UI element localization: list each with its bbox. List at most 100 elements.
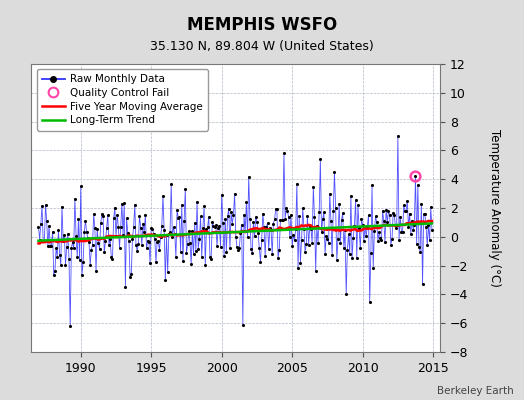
Point: [114, 224, 123, 231]
Point: [418, 281, 427, 288]
Point: [282, 204, 290, 211]
Point: [303, 213, 312, 220]
Point: [318, 229, 326, 235]
Point: [329, 208, 337, 214]
Point: [279, 217, 287, 223]
Point: [235, 245, 244, 251]
Point: [160, 227, 168, 233]
Point: [345, 251, 354, 257]
Point: [325, 190, 334, 197]
Point: [243, 234, 252, 240]
Point: [344, 231, 353, 237]
Point: [177, 248, 185, 255]
Point: [384, 208, 392, 215]
Point: [391, 225, 400, 231]
Point: [337, 217, 346, 223]
Point: [227, 209, 235, 216]
Point: [85, 238, 93, 245]
Point: [211, 224, 219, 230]
Point: [136, 224, 145, 231]
Point: [159, 192, 167, 199]
Point: [118, 200, 126, 207]
Point: [75, 257, 84, 264]
Point: [265, 246, 273, 252]
Point: [61, 262, 70, 268]
Point: [366, 298, 374, 305]
Point: [421, 211, 429, 218]
Point: [350, 223, 358, 229]
Point: [236, 230, 245, 236]
Point: [388, 236, 396, 242]
Point: [364, 212, 373, 218]
Point: [63, 231, 72, 237]
Point: [268, 251, 276, 257]
Point: [162, 232, 171, 238]
Point: [370, 228, 378, 234]
Point: [104, 212, 112, 218]
Point: [378, 208, 387, 214]
Point: [396, 213, 405, 220]
Point: [330, 169, 339, 175]
Point: [110, 215, 118, 222]
Point: [332, 205, 340, 212]
Point: [102, 225, 111, 232]
Point: [402, 208, 410, 214]
Point: [253, 218, 261, 225]
Point: [359, 237, 368, 244]
Point: [232, 234, 240, 240]
Point: [296, 260, 304, 266]
Point: [105, 242, 113, 248]
Point: [291, 225, 300, 232]
Point: [286, 234, 294, 240]
Point: [228, 220, 236, 227]
Point: [275, 246, 283, 253]
Point: [108, 256, 117, 262]
Point: [322, 233, 331, 239]
Point: [163, 269, 172, 275]
Point: [392, 222, 401, 228]
Point: [327, 218, 335, 224]
Point: [353, 254, 361, 261]
Point: [91, 225, 99, 232]
Point: [193, 198, 201, 205]
Point: [249, 218, 258, 225]
Point: [387, 241, 395, 248]
Point: [189, 251, 198, 258]
Point: [215, 223, 224, 230]
Point: [192, 248, 200, 254]
Point: [71, 195, 79, 202]
Point: [100, 249, 108, 255]
Point: [87, 247, 95, 253]
Point: [395, 236, 403, 243]
Point: [342, 291, 351, 298]
Point: [41, 202, 50, 208]
Point: [398, 229, 407, 235]
Point: [289, 232, 298, 238]
Point: [90, 211, 98, 217]
Point: [285, 214, 293, 220]
Point: [121, 284, 129, 290]
Point: [195, 236, 204, 242]
Point: [206, 254, 214, 260]
Point: [304, 242, 313, 248]
Point: [130, 201, 139, 208]
Point: [333, 257, 341, 263]
Point: [203, 224, 212, 230]
Point: [116, 224, 125, 231]
Point: [274, 255, 282, 262]
Point: [46, 243, 54, 249]
Point: [230, 212, 238, 218]
Point: [390, 212, 399, 219]
Point: [77, 183, 85, 190]
Point: [58, 204, 66, 210]
Point: [259, 211, 267, 217]
Point: [254, 230, 263, 236]
Point: [416, 248, 424, 255]
Point: [217, 191, 226, 198]
Point: [126, 274, 134, 280]
Point: [196, 213, 205, 220]
Point: [355, 225, 363, 232]
Point: [305, 222, 314, 229]
Point: [204, 214, 213, 220]
Point: [209, 223, 217, 230]
